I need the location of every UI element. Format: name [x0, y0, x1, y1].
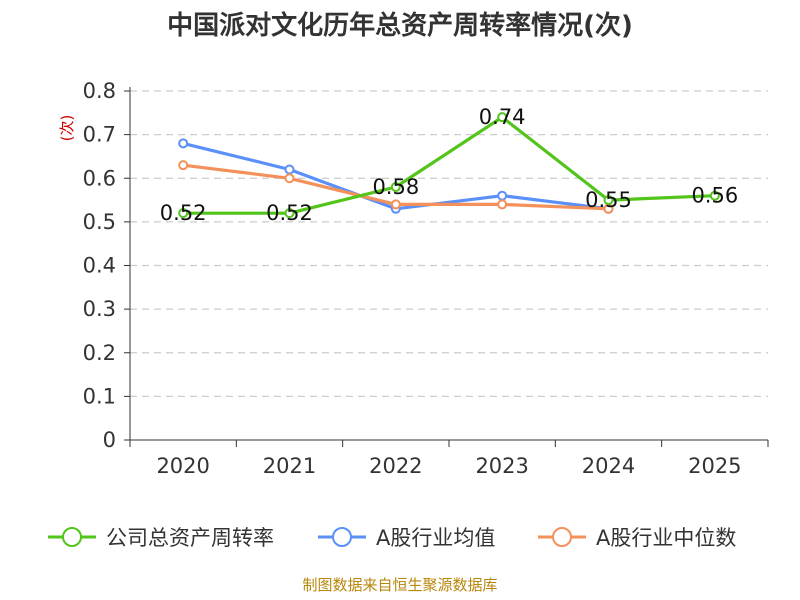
x-tick-label: 2022	[369, 454, 422, 478]
data-labels: 0.52 0.52 0.58 0.74 0.55 0.56	[160, 105, 738, 225]
y-tick-label: 0.7	[83, 123, 116, 147]
legend-item-2[interactable]: A股行业中位数	[538, 526, 736, 550]
data-point	[178, 160, 189, 171]
data-label: 0.55	[585, 188, 632, 212]
data-label: 0.52	[266, 201, 313, 225]
data-point	[390, 199, 401, 210]
legend-label: A股行业均值	[376, 526, 495, 550]
data-label: 0.52	[160, 201, 207, 225]
data-point	[709, 190, 720, 201]
y-tick-label: 0.5	[83, 210, 116, 234]
data-label: 0.74	[479, 105, 526, 129]
y-tick-label: 0	[103, 428, 116, 452]
grid	[130, 90, 768, 397]
y-tick-label: 0.8	[83, 79, 116, 103]
data-point	[497, 199, 508, 210]
legend-label: 公司总资产周转率	[106, 526, 274, 550]
data-label: 0.56	[691, 184, 738, 208]
data-point	[284, 164, 295, 175]
x-tick-label: 2023	[475, 454, 528, 478]
y-tick-label: 0.3	[83, 297, 116, 321]
legend-marker	[62, 527, 82, 547]
x-tick-label: 2024	[582, 454, 635, 478]
legend-marker	[552, 527, 572, 547]
series-line-0	[181, 115, 717, 215]
data-point	[497, 112, 508, 123]
legend[interactable]: 公司总资产周转率 A股行业均值 A股行业中位数	[48, 526, 736, 550]
x-tick-label: 2025	[688, 454, 741, 478]
x-tick-label: 2021	[263, 454, 316, 478]
data-label: 0.58	[372, 175, 419, 199]
legend-label: A股行业中位数	[596, 526, 736, 550]
data-point	[178, 138, 189, 149]
y-axis-label: (次)	[58, 115, 76, 142]
data-point	[284, 208, 295, 219]
y-tick-label: 0.1	[83, 384, 116, 408]
legend-item-1[interactable]: A股行业均值	[318, 526, 495, 550]
series-layer	[178, 112, 720, 219]
legend-item-0[interactable]: 公司总资产周转率	[48, 526, 274, 550]
y-tick-label: 0.4	[83, 254, 116, 278]
y-tick-label: 0.2	[83, 341, 116, 365]
data-point	[284, 173, 295, 184]
data-point	[497, 190, 508, 201]
y-tick-label: 0.6	[83, 166, 116, 190]
data-point	[603, 195, 614, 206]
data-point	[390, 181, 401, 192]
chart-title: 中国派对文化历年总资产周转率情况(次)	[167, 10, 633, 41]
data-point	[178, 208, 189, 219]
source-note: 制图数据来自恒生聚源数据库	[302, 576, 497, 594]
legend-marker	[332, 527, 352, 547]
x-tick-label: 2020	[156, 454, 209, 478]
axes: 0 0.1 0.2 0.3 0.4 0.5 0.6 0.7 0.8 2020 2021 2022 202…	[83, 79, 769, 478]
